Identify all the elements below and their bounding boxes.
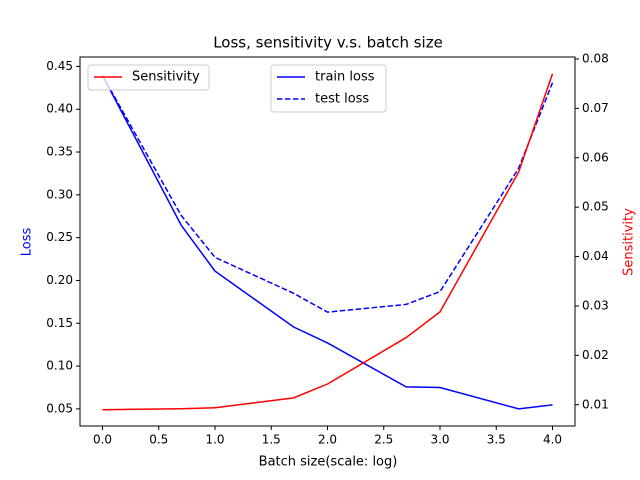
legend-label: Sensitivity [132, 70, 200, 85]
y-tick-label: 0.05 [46, 401, 73, 415]
x-axis-label: Batch size(scale: log) [259, 455, 398, 470]
y-tick-label: 0.45 [46, 59, 73, 73]
y-tick-label: 0.25 [46, 230, 73, 244]
x-tick-label: 3.5 [487, 433, 506, 447]
line [101, 75, 554, 313]
y-tick-label: 0.20 [46, 273, 73, 287]
y2-tick-label: 0.02 [582, 348, 609, 362]
legend-label: test loss [315, 92, 369, 107]
legend-box [87, 64, 210, 91]
y-tick-label: 0.40 [46, 102, 73, 116]
x-tick-label: 0.0 [93, 433, 112, 447]
plot-frame [79, 56, 576, 427]
x-tick-label: 3.0 [430, 433, 449, 447]
y2-tick-label: 0.07 [582, 101, 609, 115]
y-tick-label: 0.10 [46, 359, 73, 373]
y2-axis-label: Sensitivity [622, 208, 637, 276]
y2-tick-label: 0.05 [582, 200, 609, 214]
y-tick-label: 0.15 [46, 316, 73, 330]
line [101, 75, 553, 410]
y2-tick-label: 0.03 [582, 298, 609, 312]
legend-label: train loss [315, 70, 375, 85]
x-tick-label: 1.5 [262, 433, 281, 447]
x-tick-label: 0.5 [149, 433, 168, 447]
y2-tick-label: 0.04 [582, 249, 609, 263]
y2-tick-label: 0.08 [582, 51, 609, 65]
y2-tick-label: 0.06 [582, 150, 609, 164]
y-tick-label: 0.30 [46, 187, 73, 201]
x-tick-label: 2.0 [318, 433, 337, 447]
x-tick-label: 4.0 [543, 433, 562, 447]
x-tick-label: 2.5 [374, 433, 393, 447]
y2-tick-label: 0.01 [582, 397, 609, 411]
y-tick-label: 0.35 [46, 145, 73, 159]
line [102, 73, 554, 411]
y-axis-label: Loss [20, 228, 35, 257]
chart-title: Loss, sensitivity v.s. batch size [213, 34, 443, 52]
x-tick-label: 1.0 [205, 433, 224, 447]
